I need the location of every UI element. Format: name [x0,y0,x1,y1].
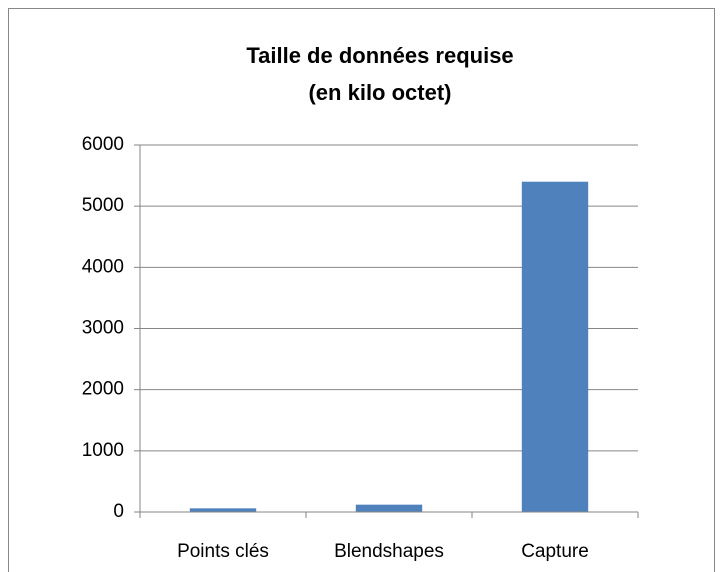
chart-title: Taille de données requise [246,43,513,68]
y-tick-label: 3000 [82,318,124,339]
y-tick-label: 1000 [82,440,124,461]
chart-border [8,8,715,572]
y-tick-label: 2000 [82,379,124,400]
bar [355,504,423,512]
y-tick-label: 4000 [82,256,124,277]
x-tick-label: Points clés [177,541,269,562]
bar [189,508,257,512]
x-tick-label: Capture [521,541,589,562]
y-tick-label: 0 [113,501,124,522]
chart-title: (en kilo octet) [308,80,451,105]
y-tick-label: 6000 [82,134,124,155]
x-tick-label: Blendshapes [334,541,444,562]
y-tick-label: 5000 [82,195,124,216]
bar [521,181,589,512]
